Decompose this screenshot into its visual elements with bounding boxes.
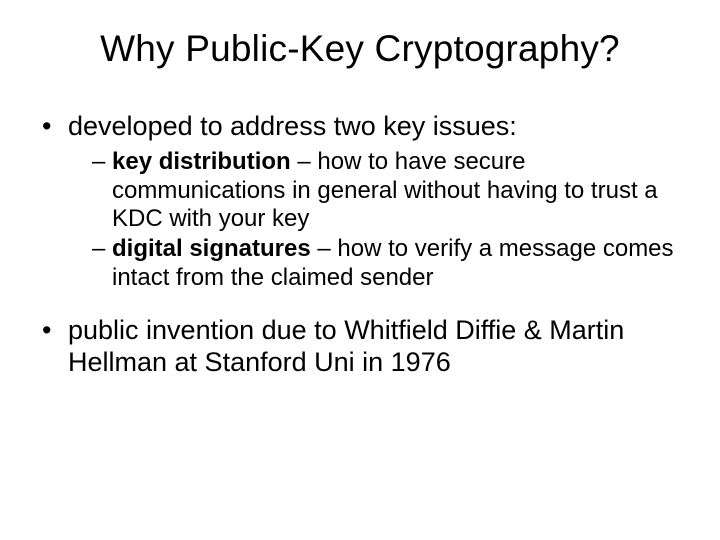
bullet-text: developed to address two key issues: xyxy=(68,111,517,141)
bullet-text: public invention due to Whitfield Diffie… xyxy=(68,315,624,377)
slide-title: Why Public-Key Cryptography? xyxy=(30,28,690,70)
sub-bullet-bold: digital signatures xyxy=(112,235,311,262)
bullet-list: developed to address two key issues: key… xyxy=(30,110,690,379)
sub-bullet-item: digital signatures – how to verify a mes… xyxy=(92,235,690,292)
sub-bullet-list: key distribution – how to have secure co… xyxy=(68,148,690,292)
bullet-item: public invention due to Whitfield Diffie… xyxy=(42,314,690,379)
bullet-item: developed to address two key issues: key… xyxy=(42,110,690,292)
sub-bullet-bold: key distribution xyxy=(112,148,291,175)
slide: Why Public-Key Cryptography? developed t… xyxy=(0,0,720,540)
sub-bullet-item: key distribution – how to have secure co… xyxy=(92,148,690,233)
